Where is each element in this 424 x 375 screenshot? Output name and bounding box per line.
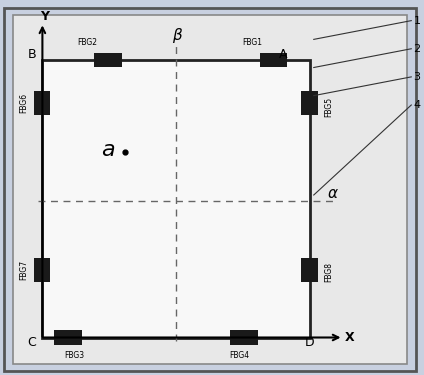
Text: FBG4: FBG4 (229, 351, 250, 360)
Text: 2: 2 (413, 44, 421, 54)
Text: C: C (27, 336, 36, 348)
Text: 3: 3 (413, 72, 421, 82)
Text: 4: 4 (413, 100, 421, 110)
Bar (230, 330, 257, 345)
Bar (42, 60, 310, 338)
Bar (94, 53, 122, 67)
Text: a: a (101, 140, 115, 160)
Bar (301, 91, 318, 116)
Text: X: X (345, 331, 354, 344)
Text: D: D (304, 336, 314, 348)
Text: Y: Y (40, 10, 49, 23)
Bar (34, 258, 50, 282)
Text: FBG6: FBG6 (19, 93, 28, 113)
Text: B: B (28, 48, 36, 61)
Text: $\beta$: $\beta$ (173, 26, 184, 45)
Text: FBG8: FBG8 (324, 262, 333, 282)
Text: A: A (279, 48, 287, 61)
Bar (259, 53, 287, 67)
Bar (301, 258, 318, 282)
Text: FBG2: FBG2 (77, 38, 97, 47)
Text: FBG1: FBG1 (242, 38, 262, 47)
Text: 1: 1 (413, 16, 421, 26)
Text: FBG7: FBG7 (19, 260, 28, 280)
Text: $\alpha$: $\alpha$ (327, 186, 339, 201)
Text: FBG5: FBG5 (324, 97, 333, 117)
Bar (54, 330, 81, 345)
Bar (34, 91, 50, 116)
Text: FBG3: FBG3 (64, 351, 84, 360)
